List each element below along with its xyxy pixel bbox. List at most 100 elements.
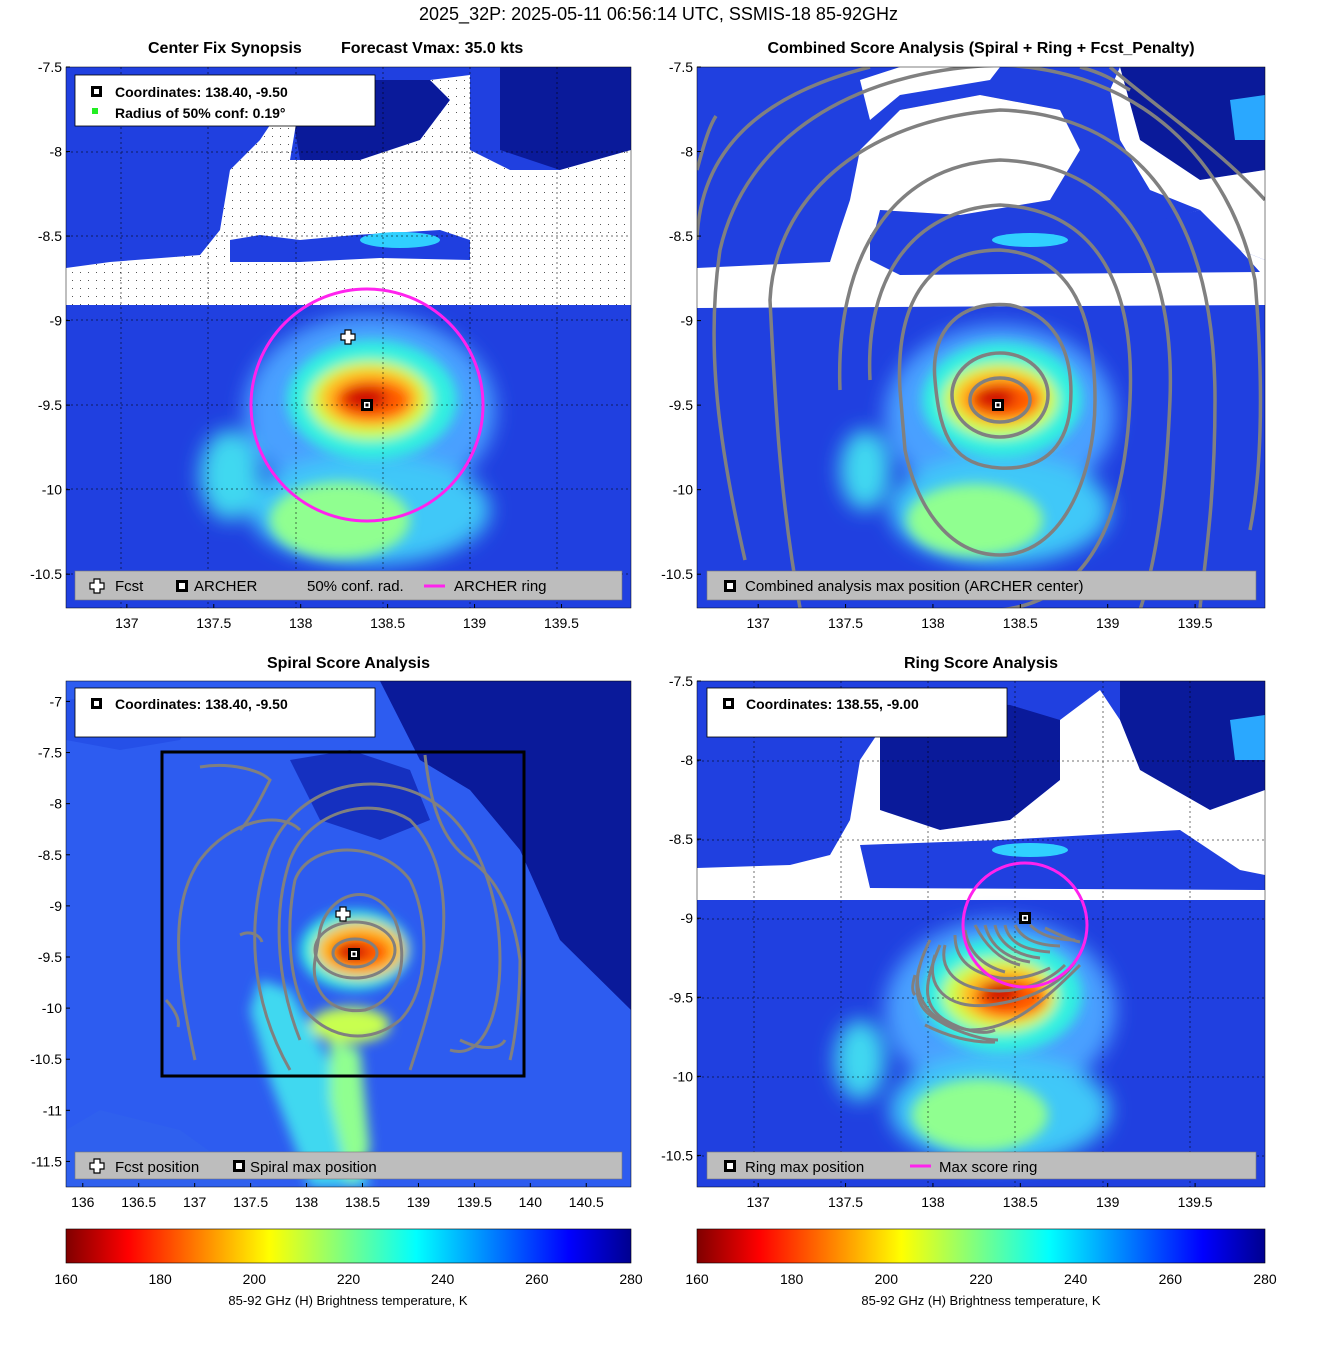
panel4-coordinates: Coordinates: 138.55, -9.00 bbox=[746, 696, 919, 712]
panel4-ytick-label: -10.5 bbox=[661, 1147, 693, 1163]
panel2-combined-max-marker bbox=[992, 399, 1004, 411]
panel1-coordinates: Coordinates: 138.40, -9.50 bbox=[115, 84, 288, 100]
panel1-xtick-label: 138.5 bbox=[370, 615, 405, 631]
green-dot-icon bbox=[92, 108, 98, 114]
panel3-xtick-label: 138 bbox=[295, 1194, 319, 1210]
panel2-ytick-label: -9.5 bbox=[669, 397, 693, 413]
panel3-ytick-label: -7.5 bbox=[38, 745, 62, 761]
legend-archer-ring: ARCHER ring bbox=[454, 578, 547, 595]
panel3-coordinates: Coordinates: 138.40, -9.50 bbox=[115, 696, 288, 712]
panel3-ytick-label: -10.5 bbox=[30, 1051, 62, 1067]
colorbar-tick-label: 160 bbox=[685, 1271, 709, 1287]
legend-conf: 50% conf. rad. bbox=[307, 578, 404, 595]
panel4-plot bbox=[697, 681, 1265, 1187]
panel3-ytick-label: -7 bbox=[50, 693, 63, 709]
panel1-fcst-marker bbox=[340, 329, 356, 345]
panel1-info-box: Coordinates: 138.40, -9.50 Radius of 50%… bbox=[74, 74, 376, 127]
panel1-forecast-vmax: Forecast Vmax: 35.0 kts bbox=[341, 40, 524, 57]
panel2-xtick-label: 139 bbox=[1096, 615, 1120, 631]
panel1-xtick-label: 138 bbox=[289, 615, 313, 631]
panel3-spiral-max-marker bbox=[348, 948, 360, 960]
panel2-score-contours bbox=[697, 67, 1265, 608]
panel4-legend: Ring max position Max score ring bbox=[706, 1151, 1257, 1180]
colorbar-tick-label: 220 bbox=[969, 1271, 993, 1287]
colorbar-tick-label: 240 bbox=[1064, 1271, 1088, 1287]
panel2-xtick-label: 137.5 bbox=[828, 615, 863, 631]
colorbar-left: 160 180 200 220 240 260 280 85-92 GHz (H) Brig… bbox=[54, 1228, 643, 1308]
panel4-score-contours bbox=[911, 923, 1082, 1044]
legend-ring-max: Ring max position bbox=[745, 1159, 864, 1176]
colorbar-tick-label: 180 bbox=[148, 1271, 172, 1287]
panel3-fcst-marker bbox=[335, 906, 351, 922]
panel1-archer-center-marker bbox=[361, 399, 373, 411]
panel1-plot bbox=[66, 67, 631, 608]
panel1-ytick-label: -8 bbox=[50, 144, 63, 160]
panel1-title: Center Fix Synopsis bbox=[148, 40, 302, 57]
panel3-analysis-box bbox=[160, 750, 526, 1078]
panel3-xtick-label: 137 bbox=[183, 1194, 207, 1210]
panel1-ytick-label: -9.5 bbox=[38, 397, 62, 413]
panel3-xtick-label: 140.5 bbox=[569, 1194, 604, 1210]
panel1-xtick-label: 137 bbox=[115, 615, 139, 631]
panel3-xtick-label: 140 bbox=[519, 1194, 543, 1210]
panel1-ytick-label: -9 bbox=[50, 313, 63, 329]
panel4-ytick-label: -9 bbox=[681, 910, 694, 926]
panel3-xtick-label: 136.5 bbox=[121, 1194, 156, 1210]
panel4-max-score-ring bbox=[961, 861, 1089, 989]
panel3-title: Spiral Score Analysis bbox=[266, 655, 431, 672]
panel3-plot bbox=[66, 681, 631, 1187]
panel2-ytick-label: -8 bbox=[681, 144, 694, 160]
panel2-ytick-label: -9 bbox=[681, 313, 694, 329]
colorbar-right: 160 180 200 220 240 260 280 85-92 GHz (H) Brig… bbox=[685, 1228, 1277, 1308]
panel3-xtick-label: 137.5 bbox=[233, 1194, 268, 1210]
panel4-ytick-label: -9.5 bbox=[669, 989, 693, 1005]
panel2-xtick-label: 138.5 bbox=[1003, 615, 1038, 631]
panel3-legend: Fcst position Spiral max position bbox=[74, 1151, 623, 1180]
panel1-ytick-label: -10.5 bbox=[30, 566, 62, 582]
panel2-plot bbox=[697, 67, 1265, 608]
panel4-title: Ring Score Analysis bbox=[903, 655, 1059, 672]
colorbar-tick-label: 220 bbox=[337, 1271, 361, 1287]
legend-spiral-max: Spiral max position bbox=[250, 1159, 377, 1176]
legend-fcst-position: Fcst position bbox=[115, 1159, 199, 1176]
panel1-ytick-label: -8.5 bbox=[38, 228, 62, 244]
colorbar-tick-label: 240 bbox=[431, 1271, 455, 1287]
panel4-ytick-label: -8 bbox=[681, 752, 694, 768]
legend-combined-max: Combined analysis max position (ARCHER c… bbox=[745, 578, 1083, 595]
legend-max-score-ring: Max score ring bbox=[939, 1159, 1037, 1176]
panel2-xtick-label: 137 bbox=[746, 615, 770, 631]
panel4-xtick-label: 139.5 bbox=[1178, 1194, 1213, 1210]
colorbar-tick-label: 200 bbox=[875, 1271, 899, 1287]
panel1-conf-radius: Radius of 50% conf: 0.19° bbox=[115, 105, 286, 121]
panel2-ytick-label: -8.5 bbox=[669, 228, 693, 244]
colorbar-tick-label: 180 bbox=[780, 1271, 804, 1287]
panel3-ytick-label: -8.5 bbox=[38, 847, 62, 863]
figure-title: 2025_32P: 2025-05-11 06:56:14 UTC, SSMIS… bbox=[419, 4, 898, 24]
panel1-ytick-label: -7.5 bbox=[38, 59, 62, 75]
panel3-xtick-label: 138.5 bbox=[345, 1194, 380, 1210]
legend-fcst: Fcst bbox=[115, 578, 144, 595]
panel2-xtick-label: 138 bbox=[921, 615, 945, 631]
panel3-xtick-label: 139 bbox=[407, 1194, 431, 1210]
fcst-cross-icon bbox=[89, 578, 105, 594]
panel4-info-box: Coordinates: 138.55, -9.00 bbox=[706, 687, 1008, 738]
colorbar-tick-label: 280 bbox=[1253, 1271, 1277, 1287]
panel2-ytick-label: -10.5 bbox=[661, 566, 693, 582]
panel2-ytick-label: -10 bbox=[673, 482, 693, 498]
panel3-ytick-label: -8 bbox=[50, 796, 63, 812]
panel4-xtick-label: 137 bbox=[746, 1194, 770, 1210]
panel3-ytick-label: -10 bbox=[42, 1000, 62, 1016]
panel1-archer-ring bbox=[249, 287, 485, 523]
panel1-ytick-label: -10 bbox=[42, 482, 62, 498]
panel2-ytick-label: -7.5 bbox=[669, 59, 693, 75]
colorbar-tick-label: 260 bbox=[1159, 1271, 1183, 1287]
panel4-ring-max-marker bbox=[1019, 912, 1031, 924]
panel3-ytick-label: -11 bbox=[43, 1102, 62, 1118]
fcst-cross-icon bbox=[89, 1158, 105, 1174]
colorbar-left-label: 85-92 GHz (H) Brightness temperature, K bbox=[228, 1293, 467, 1308]
panel4-ytick-label: -8.5 bbox=[669, 831, 693, 847]
panel1-xtick-label: 137.5 bbox=[196, 615, 231, 631]
panel4-gridlines bbox=[697, 681, 1265, 1187]
panel3-ytick-label: -11.5 bbox=[31, 1153, 62, 1169]
